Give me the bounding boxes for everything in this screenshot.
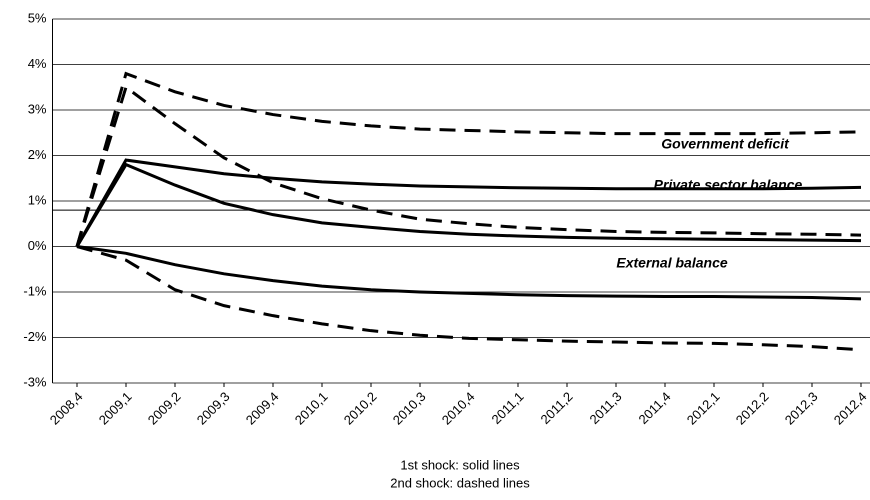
x-tick-label: 2012,3 [782,389,821,428]
y-tick-label: 0% [28,238,47,253]
x-tick-label: 2010,4 [439,389,478,428]
y-tick-label: -2% [23,329,47,344]
y-tick-label: 1% [28,192,47,207]
x-tick-label: 2011,3 [587,389,625,427]
x-tick-label: 2012,4 [831,389,870,428]
solid-line [76,245,862,301]
x-tick-label: 2009,4 [243,389,282,428]
y-tick-label: -1% [23,283,47,298]
x-tick-label: 2011,1 [489,389,527,427]
note: 2nd shock: dashed lines [390,475,530,490]
x-tick-label: 2008,4 [47,389,86,428]
y-tick-label: 5% [28,10,47,25]
x-tick-label: 2012,1 [684,389,723,428]
x-tick-label: 2011,4 [636,389,674,427]
x-tick-label: 2009,3 [194,389,233,428]
dashed-line [75,71,862,247]
x-tick-label: 2011,2 [538,389,576,427]
x-tick-label: 2010,3 [390,389,429,428]
y-tick-label: 4% [28,56,47,71]
y-tick-label: -3% [23,374,47,389]
y-tick-label: 2% [28,147,47,162]
dashed-line [76,245,862,352]
solid-line [75,162,862,248]
annotation: External balance [616,255,727,271]
x-tick-label: 2009,2 [145,389,184,428]
note: 1st shock: solid lines [400,457,520,472]
x-tick-label: 2010,2 [341,389,380,428]
y-tick-label: 3% [28,101,47,116]
solid-line [75,158,862,248]
annotation: Government deficit [661,136,790,152]
x-tick-label: 2010,1 [292,389,331,428]
dashed-line [75,84,862,247]
annotation: Private sector balance [654,177,803,193]
x-tick-label: 2009,1 [96,389,135,428]
x-tick-label: 2012,2 [733,389,772,428]
